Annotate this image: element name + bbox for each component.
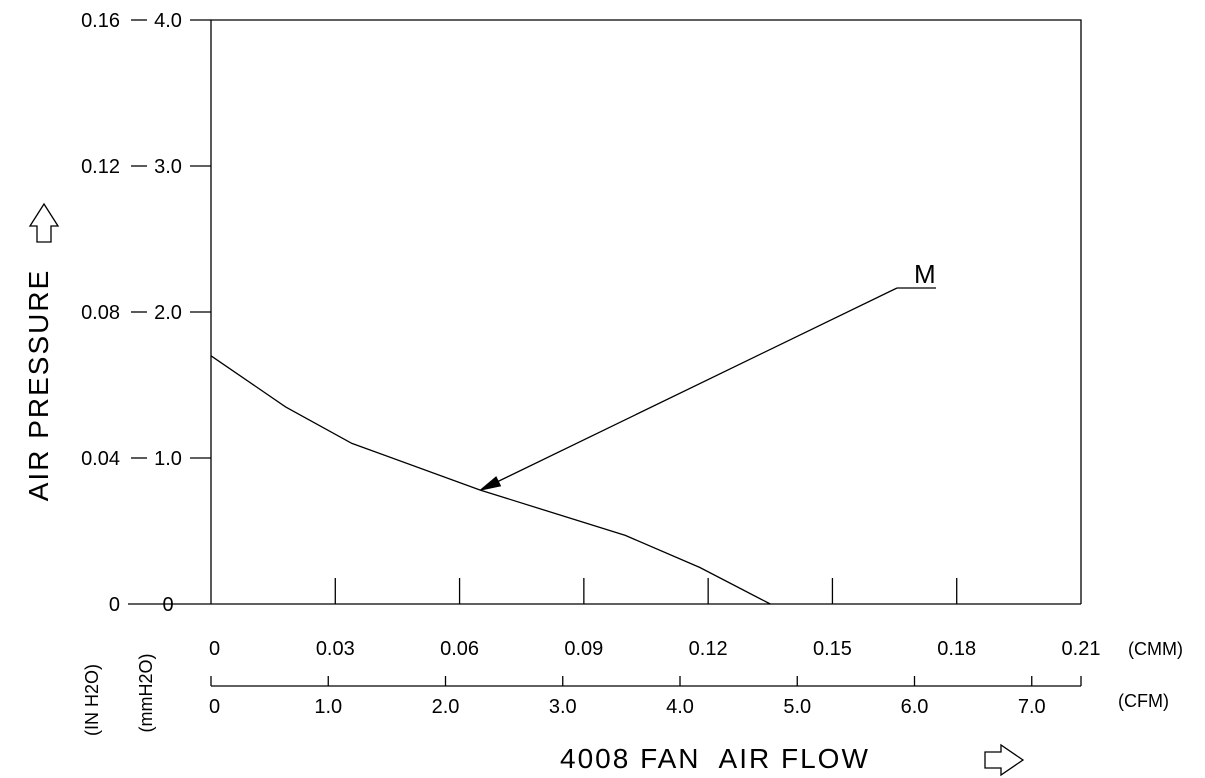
y-axis-unit-in-h2o: (IN H2O) (82, 664, 102, 736)
x-axis-title: 4008 FAN AIR FLOW (560, 743, 870, 774)
y-axis-title: AIR PRESSURE (23, 269, 54, 502)
axes-layer: 0 0.03 0.06 0.09 0.12 0.15 0.18 0.21 0 1.0 2.0 3.0 4… (81, 10, 1100, 718)
x-tick-label-cfm: 7.0 (1018, 696, 1046, 718)
x-tick-label-cfm: 2.0 (432, 696, 460, 718)
y-tick-label-in-h2o: 0 (109, 594, 120, 616)
y-tick-label-in-h2o: 0.16 (81, 10, 120, 32)
x-tick-label-cfm: 4.0 (666, 696, 694, 718)
x-tick-label-cfm: 5.0 (783, 696, 811, 718)
annotation-layer: M (479, 259, 938, 491)
x-tick-label-cmm: 0.09 (564, 638, 603, 660)
y-tick-label-in-h2o: 0.08 (81, 302, 120, 324)
y-axis-unit-mmh2o: (mmH2O) (136, 654, 156, 733)
y-tick-label-mmh2o: 4.0 (154, 10, 182, 32)
x-tick-label-cmm: 0.15 (813, 638, 852, 660)
y-tick-label-mmh2o: 2.0 (154, 302, 182, 324)
x-tick-label-cmm: 0.03 (316, 638, 355, 660)
x-tick-label-cmm: 0.06 (440, 638, 479, 660)
x-tick-label-cfm: 3.0 (549, 696, 577, 718)
x-tick-label-cfm: 6.0 (901, 696, 929, 718)
y-tick-label-in-h2o: 0.12 (81, 156, 120, 178)
x-tick-label-cmm: 0.21 (1062, 638, 1101, 660)
x-axis-unit-cfm: (CFM) (1118, 691, 1169, 711)
x-axis-arrow-icon (984, 743, 1025, 777)
y-axis-arrow-icon (28, 202, 60, 243)
y-tick-label-mmh2o: 3.0 (154, 156, 182, 178)
y-tick-label-mmh2o: 1.0 (154, 448, 182, 470)
x-tick-label-cmm: 0.18 (937, 638, 976, 660)
x-axis-unit-cmm: (CMM) (1128, 639, 1183, 659)
x-tick-label-cfm: 0 (209, 696, 220, 718)
x-tick-label-cmm: 0 (209, 638, 220, 660)
x-tick-label-cfm: 1.0 (314, 696, 342, 718)
y-tick-label-in-h2o: 0.04 (81, 448, 120, 470)
annotation-label-m: M (914, 259, 938, 289)
y-tick-label-mmh2o: 0 (162, 594, 173, 616)
annotation-leader-line (486, 287, 898, 488)
x-tick-label-cmm: 0.12 (689, 638, 728, 660)
annotation-arrowhead (479, 476, 502, 491)
label-layer: AIR PRESSURE 4008 FAN AIR FLOW (CMM) (CF… (23, 202, 1183, 777)
